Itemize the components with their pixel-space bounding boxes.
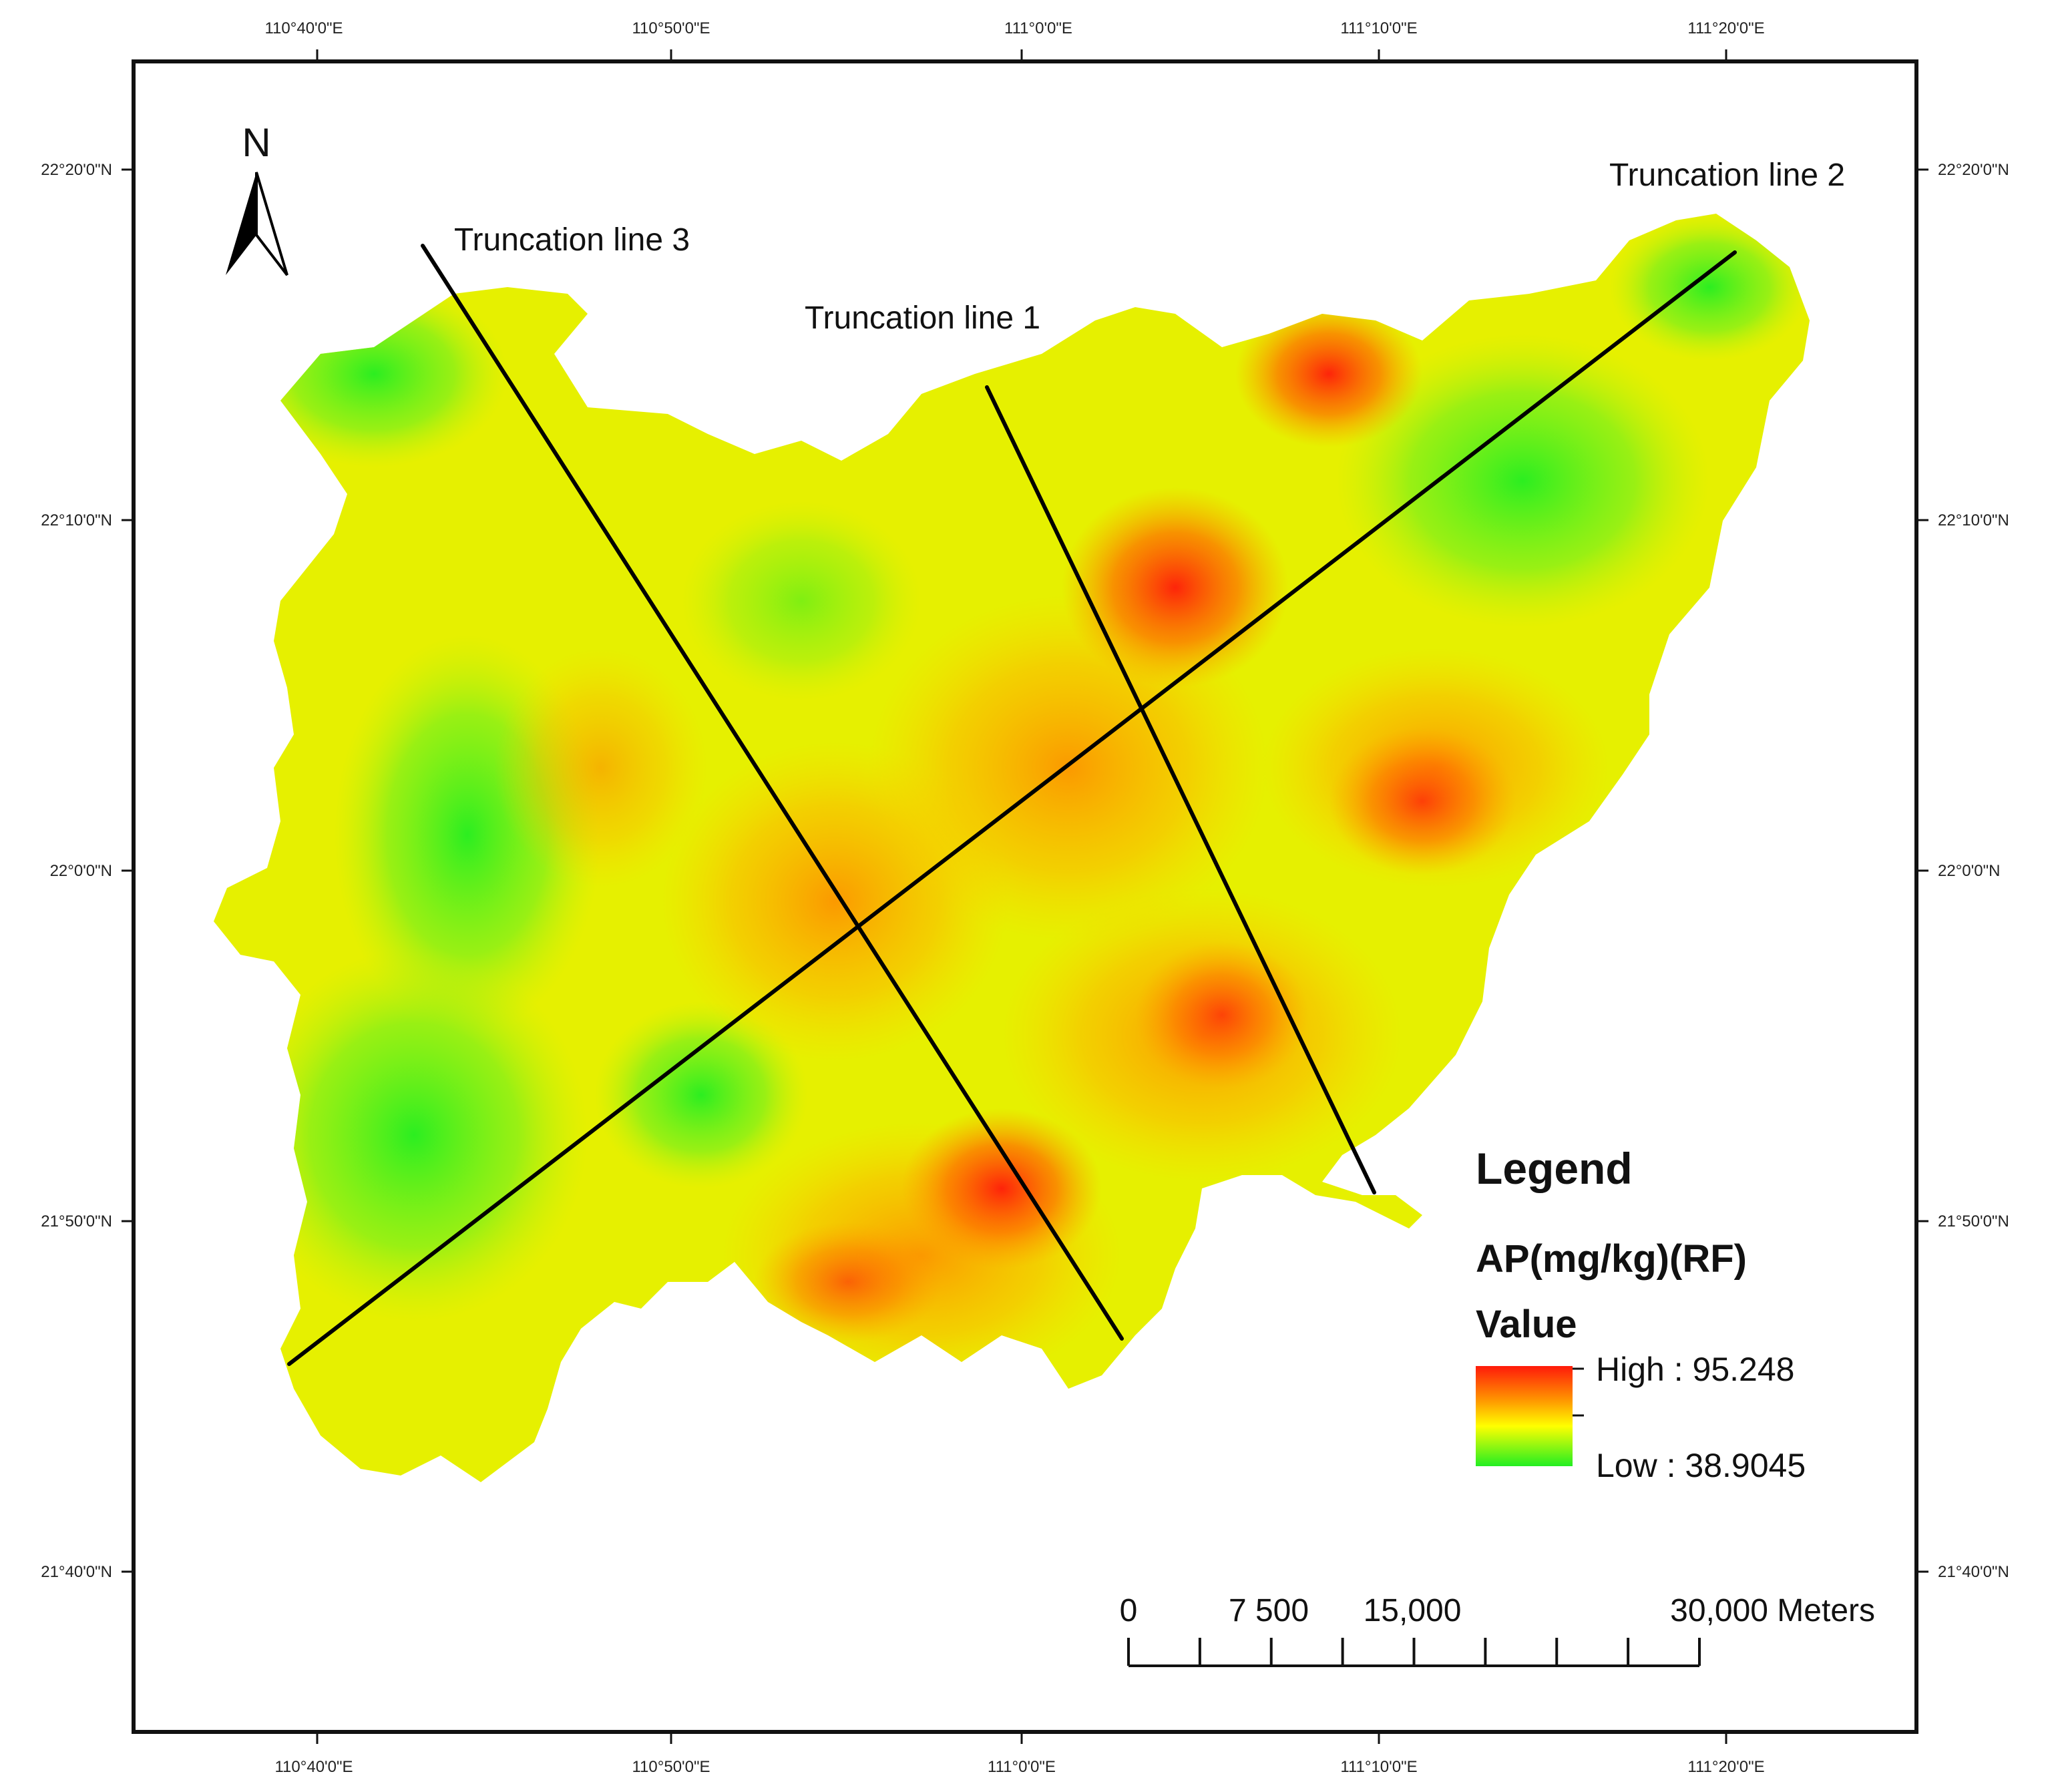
- lat-label: 21°40'0"N: [41, 1563, 112, 1581]
- scale-label-0: 0: [1120, 1593, 1138, 1628]
- truncation-line-3: [421, 244, 1124, 1341]
- scale-bar: 0 7 500 15,000 30,000 Meters: [1120, 1593, 1875, 1667]
- legend-high-label: High : 95.248: [1596, 1351, 1794, 1388]
- north-label: N: [242, 120, 270, 165]
- right-latitude-labels: 22°20'0"N 22°10'0"N 22°0'0"N 21°50'0"N 2…: [1938, 161, 2009, 1581]
- lon-label: 111°10'0"E: [1340, 1758, 1417, 1776]
- scale-label-15000: 15,000: [1364, 1593, 1462, 1628]
- legend-title: Legend: [1476, 1144, 1633, 1193]
- left-latitude-labels: 22°20'0"N 22°10'0"N 22°0'0"N 21°50'0"N 2…: [41, 161, 112, 1581]
- lon-label: 111°0'0"E: [988, 1758, 1056, 1776]
- lat-label: 21°50'0"N: [1938, 1212, 2009, 1230]
- bottom-longitude-labels: 110°40'0"E 110°50'0"E 111°0'0"E 111°10'0…: [274, 1758, 1764, 1776]
- lat-label: 22°20'0"N: [41, 161, 112, 179]
- legend-field-name: Value: [1476, 1303, 1577, 1346]
- truncation-line-1-label: Truncation line 1: [805, 300, 1040, 336]
- north-arrow: N: [226, 120, 288, 276]
- north-arrow-left-half: [226, 172, 256, 275]
- lon-label: 111°20'0"E: [1687, 19, 1764, 37]
- truncation-lines: [287, 244, 1737, 1366]
- lon-label: 111°10'0"E: [1340, 19, 1417, 37]
- legend-color-ramp: [1476, 1366, 1573, 1466]
- lon-label: 111°0'0"E: [1004, 19, 1072, 37]
- scale-label-7500: 7 500: [1229, 1593, 1309, 1628]
- truncation-line-2: [287, 250, 1737, 1366]
- truncation-line-2-label: Truncation line 2: [1609, 158, 1845, 193]
- truncation-line-1: [985, 385, 1376, 1194]
- lon-label: 110°40'0"E: [264, 19, 343, 37]
- lon-label: 110°50'0"E: [632, 1758, 710, 1776]
- legend-low-label: Low : 38.9045: [1596, 1447, 1806, 1484]
- lat-label: 22°0'0"N: [1938, 862, 2000, 880]
- lat-label: 22°0'0"N: [50, 862, 112, 880]
- top-longitude-labels: 110°40'0"E 110°50'0"E 111°0'0"E 111°10'0…: [264, 19, 1764, 37]
- lon-label: 110°40'0"E: [274, 1758, 353, 1776]
- graticule-ticks: [122, 49, 1928, 1744]
- lat-label: 22°20'0"N: [1938, 161, 2009, 179]
- lat-label: 21°40'0"N: [1938, 1563, 2009, 1581]
- north-arrow-right-half: [255, 172, 288, 276]
- lon-label: 110°50'0"E: [632, 19, 710, 37]
- lat-label: 22°10'0"N: [1938, 511, 2009, 529]
- legend: Legend AP(mg/kg)(RF) Value High : 95.248…: [1476, 1144, 1806, 1484]
- lat-label: 22°10'0"N: [41, 511, 112, 529]
- legend-layer-name: AP(mg/kg)(RF): [1476, 1237, 1747, 1281]
- map-frame: [132, 59, 1918, 1734]
- lon-label: 111°20'0"E: [1687, 1758, 1764, 1776]
- ap-raster-region: [214, 214, 1810, 1482]
- truncation-line-3-label: Truncation line 3: [454, 222, 690, 258]
- scale-label-30000: 30,000 Meters: [1670, 1593, 1875, 1628]
- lat-label: 21°50'0"N: [41, 1212, 112, 1230]
